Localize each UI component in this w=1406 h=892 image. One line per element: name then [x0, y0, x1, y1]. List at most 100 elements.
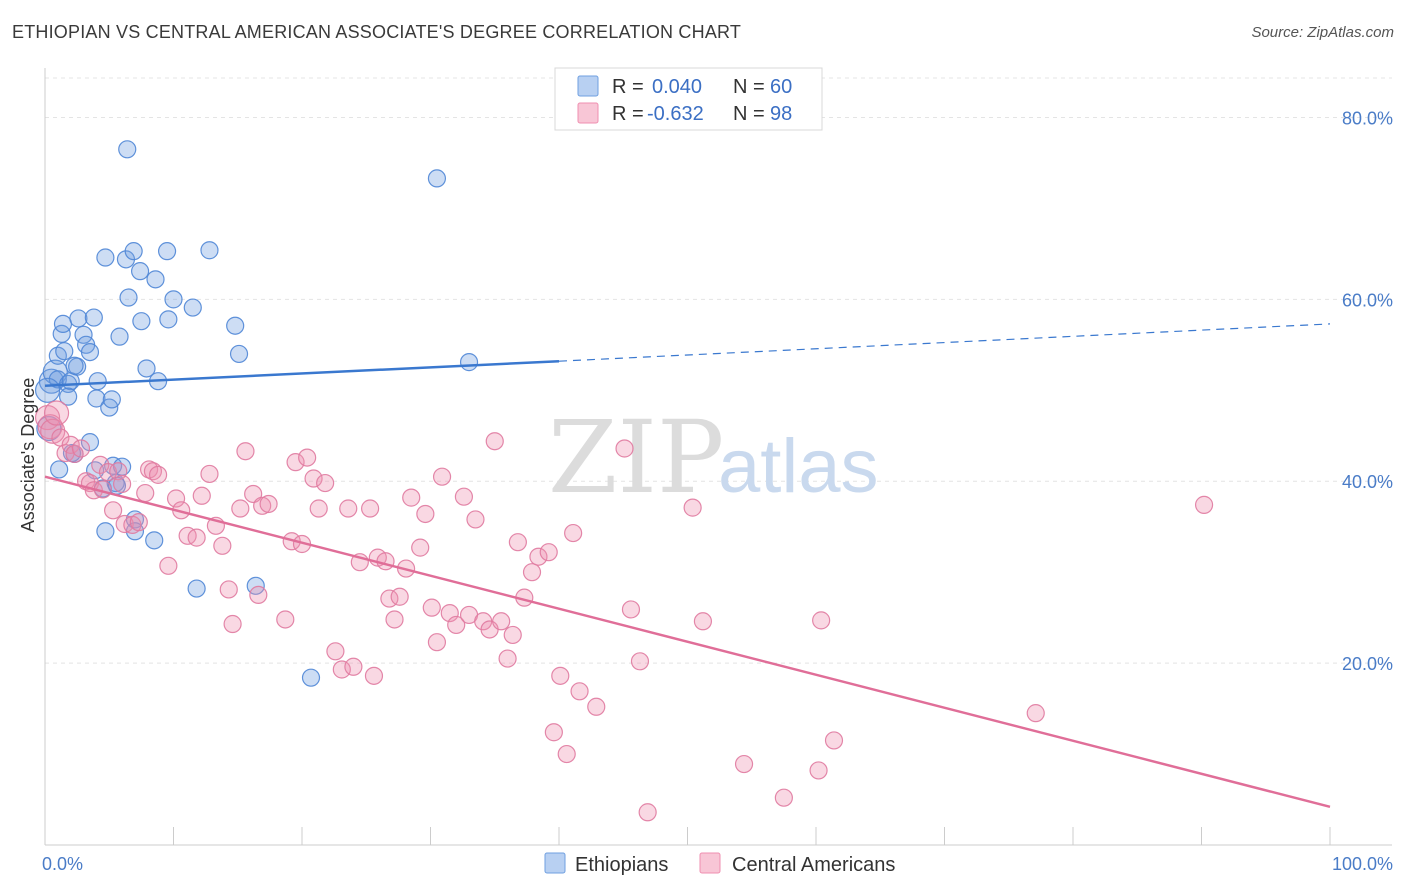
legend-top: R = 0.040 N = 60 R = -0.632 N = 98 [554, 67, 823, 131]
ethiopians-point [55, 342, 74, 361]
central-americans-point [112, 474, 132, 494]
central-americans-point [148, 465, 168, 484]
source-label: Source: ZipAtlas.com [1251, 24, 1394, 41]
central-americans-point [61, 435, 80, 454]
central-americans-point [37, 414, 63, 440]
legend-n-value: 98 [770, 103, 792, 125]
central-americans-point [411, 538, 430, 557]
central-americans-point [339, 499, 358, 518]
central-americans-point [551, 666, 570, 685]
central-americans-point [304, 469, 323, 488]
x-tick-label: 0.0% [42, 854, 83, 874]
ethiopians-point [96, 522, 115, 541]
ethiopians-point [65, 356, 84, 375]
ethiopians-point [459, 353, 479, 372]
central-americans-point [286, 453, 305, 472]
central-americans-point [539, 543, 558, 562]
central-americans-point [129, 513, 148, 532]
y-tick-label: 60.0% [1342, 290, 1393, 310]
ethiopians-point [187, 579, 206, 598]
central-americans-point [178, 526, 197, 545]
central-americans-point [416, 504, 435, 524]
central-americans-point [621, 600, 641, 619]
central-americans-point [454, 487, 474, 506]
central-americans-point [638, 803, 657, 822]
legend-swatch-ethiopians [577, 75, 599, 97]
ethiopians-point [119, 288, 138, 307]
central-americans-point [1194, 495, 1214, 514]
ethiopians-point [427, 169, 447, 188]
legend-row-central-americans: R = -0.632 N = 98 [577, 102, 792, 125]
central-americans-point [236, 442, 255, 461]
central-americans-point [213, 536, 232, 555]
ethiopians-point [164, 290, 183, 309]
ethiopians-point [200, 241, 219, 260]
chart-title: ETHIOPIAN VS CENTRAL AMERICAN ASSOCIATE'… [12, 22, 742, 42]
y-axis-label: Associate's Degree [18, 378, 38, 533]
ethiopians-point [137, 359, 156, 378]
ethiopians-point [301, 668, 321, 687]
ethiopians-point [183, 298, 202, 317]
legend-swatch-central-americans [577, 102, 599, 124]
central-americans-point [812, 611, 831, 630]
central-americans-point [734, 754, 754, 774]
central-americans-point [136, 483, 155, 503]
central-americans-point [466, 510, 485, 529]
central-americans-point [344, 657, 363, 676]
central-americans-point [427, 633, 447, 652]
ethiopians-point [96, 248, 115, 267]
central-americans-point [402, 488, 421, 507]
ethiopians-point [146, 270, 165, 289]
central-americans-point [332, 660, 351, 679]
ethiopians-point [50, 460, 69, 479]
ethiopians-trend-line [44, 359, 560, 387]
trend-lines [44, 323, 1331, 809]
legend-r-label: R = [612, 76, 644, 98]
central-americans-point [447, 615, 466, 635]
central-americans-point [259, 494, 278, 514]
central-americans-point [570, 682, 589, 701]
legend-row-ethiopians: R = 0.040 N = 60 [577, 75, 792, 98]
data-points [34, 140, 1214, 822]
legend-n-label: N = [733, 103, 765, 125]
central-americans-trend-line [44, 475, 1331, 809]
ethiopians-point [59, 387, 78, 406]
ethiopians-trend-extension [558, 323, 1331, 362]
legend-bottom-label-central-americans: Central Americans [732, 854, 895, 876]
central-americans-point [485, 432, 504, 451]
ethiopians-point [229, 344, 249, 364]
x-tick-label: 100.0% [1332, 854, 1393, 874]
legend-n-label: N = [733, 76, 765, 98]
central-americans-point [166, 489, 186, 508]
ethiopians-point [159, 310, 178, 329]
central-americans-point [115, 514, 134, 534]
central-americans-point [253, 496, 272, 515]
watermark: ZIP atlas [548, 399, 879, 516]
axes [44, 68, 1392, 846]
central-americans-point [223, 614, 242, 634]
central-americans-point [615, 439, 634, 458]
legend-bottom-swatch-ethiopians [544, 852, 566, 874]
central-americans-point [385, 610, 404, 629]
central-americans-point [231, 499, 250, 518]
central-americans-point [564, 523, 583, 543]
y-tick-label: 20.0% [1342, 654, 1393, 674]
central-americans-point [1026, 704, 1045, 723]
ethiopians-point [110, 327, 129, 346]
central-americans-point [309, 499, 328, 518]
central-americans-point [492, 612, 511, 631]
central-americans-point [683, 498, 702, 517]
central-americans-point [422, 598, 441, 617]
central-americans-point [522, 563, 542, 582]
central-americans-point [364, 666, 384, 685]
ethiopians-point [124, 242, 143, 261]
ethiopians-point [102, 390, 121, 409]
central-americans-point [774, 788, 793, 807]
ethiopians-point [36, 415, 62, 442]
ethiopians-point [88, 372, 107, 391]
legend-bottom: Ethiopians Central Americans [544, 852, 895, 876]
legend-r-value: 0.040 [652, 76, 702, 98]
central-americans-point [432, 467, 452, 486]
central-americans-point [508, 533, 527, 552]
central-americans-point [498, 649, 517, 668]
